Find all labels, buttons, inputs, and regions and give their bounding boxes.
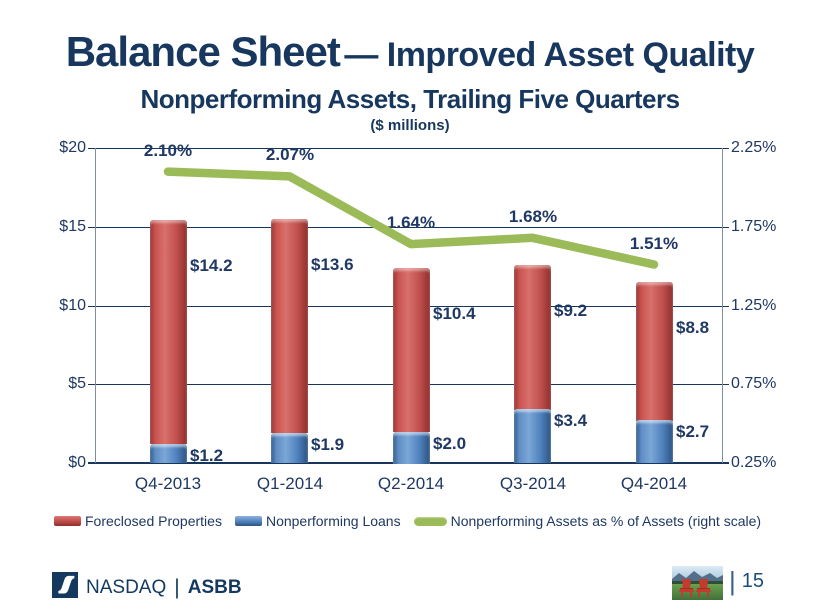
x-axis-category-label: Q4-2014 — [620, 474, 688, 493]
title-main: Balance Sheet — [65, 28, 341, 75]
bar-segment-nonperforming-loans — [514, 409, 551, 463]
legend-item-foreclosed-properties: Foreclosed Properties — [54, 513, 222, 529]
bar-segment-foreclosed-properties — [271, 219, 308, 433]
legend-label-foreclosed-properties: Foreclosed Properties — [85, 513, 222, 529]
bar-value-label-nonperforming-loans: $1.2 — [190, 446, 224, 465]
bar-value-label-foreclosed-properties: $9.2 — [554, 301, 588, 320]
bar-segment-foreclosed-properties — [150, 220, 187, 444]
bar-value-label-nonperforming-loans: $3.4 — [554, 411, 588, 430]
bar-value-label-foreclosed-properties: $13.6 — [311, 255, 354, 274]
slide-subtitle: Nonperforming Assets, Trailing Five Quar… — [140, 84, 680, 114]
bar-segment-nonperforming-loans — [271, 433, 308, 463]
brand-ticker: ASBB — [187, 577, 242, 598]
y-axis-left-tick-label: $15 — [59, 218, 86, 235]
page-number: 15 — [741, 569, 765, 592]
y-axis-right-tick-label: 0.25% — [731, 454, 777, 471]
y-axis-right-tick-label: 1.25% — [731, 297, 777, 314]
y-axis-left-tick-label: $20 — [59, 139, 86, 156]
bar-value-label-foreclosed-properties: $14.2 — [190, 256, 233, 275]
bar-value-label-nonperforming-loans: $1.9 — [311, 435, 345, 454]
bar-value-label-foreclosed-properties: $8.8 — [676, 318, 710, 337]
nonperforming-assets-chart: $0 0.25% $5 0.75% $10 1.25% $15 1.75% $20 2.25% $1… — [0, 139, 820, 512]
legend-item-nonperforming-loans: Nonperforming Loans — [234, 513, 401, 529]
line-point-label: 1.68% — [508, 207, 558, 226]
page-number-block: | 15 — [729, 568, 764, 594]
plot-left-border — [95, 148, 96, 463]
bar-value-label-nonperforming-loans: $2.7 — [676, 422, 710, 441]
brand-divider: | — [174, 576, 180, 599]
y-axis-left-tick-label: $0 — [68, 454, 86, 471]
chart-legend: Foreclosed Properties Nonperforming Loan… — [54, 513, 761, 529]
footer-photo-chairs — [672, 566, 723, 600]
brand-name: NASDAQ — [86, 577, 167, 598]
y-axis-right-tick-label: 2.25% — [731, 139, 777, 156]
bar-segment-foreclosed-properties — [636, 282, 673, 421]
footer-brand: NASDAQ | ASBB — [86, 576, 242, 600]
y-axis-left-tick-label: $5 — [68, 375, 86, 392]
y-axis-left-tick-label: $10 — [59, 297, 86, 314]
bar-segment-nonperforming-loans — [150, 444, 187, 463]
line-point-label: 2.10% — [143, 141, 193, 160]
nasdaq-logo-svg — [52, 572, 78, 598]
x-axis-category-label: Q4-2013 — [134, 474, 202, 493]
bar-segment-foreclosed-properties — [514, 265, 551, 410]
nasdaq-logo-icon — [52, 572, 78, 598]
y-axis-right-tick-label: 0.75% — [731, 375, 777, 392]
bar-segment-nonperforming-loans — [636, 420, 673, 463]
page-number-divider: | — [729, 566, 736, 596]
gridline — [88, 148, 729, 149]
nonperforming-loans-swatch-icon — [234, 516, 262, 526]
legend-item-npa-percent: Nonperforming Assets as % of Assets (rig… — [413, 513, 762, 529]
slide-title: Balance Sheet — Improved Asset Quality — [0, 28, 820, 75]
x-axis-category-label: Q1-2014 — [256, 474, 324, 493]
x-axis-category-label: Q2-2014 — [377, 474, 445, 493]
bar-segment-foreclosed-properties — [393, 268, 430, 432]
x-axis-category-label: Q3-2014 — [499, 474, 567, 493]
title-secondary: — Improved Asset Quality — [344, 36, 755, 74]
plot-right-border — [722, 148, 723, 463]
bar-value-label-nonperforming-loans: $2.0 — [433, 434, 467, 453]
legend-label-nonperforming-loans: Nonperforming Loans — [265, 513, 401, 529]
line-point-label: 1.51% — [629, 234, 679, 253]
line-point-label: 1.64% — [386, 213, 436, 232]
legend-label-npa-percent: Nonperforming Assets as % of Assets (rig… — [450, 513, 762, 529]
bar-segment-nonperforming-loans — [393, 432, 430, 464]
chairs-photo-svg — [672, 566, 723, 600]
line-point-label: 2.07% — [265, 145, 315, 164]
chart-units-label: ($ millions) — [370, 117, 450, 134]
foreclosed-properties-swatch-icon — [54, 516, 81, 526]
bar-value-label-foreclosed-properties: $10.4 — [433, 304, 476, 323]
npa-percent-line-swatch-icon — [413, 516, 447, 526]
y-axis-right-tick-label: 1.75% — [731, 218, 777, 235]
